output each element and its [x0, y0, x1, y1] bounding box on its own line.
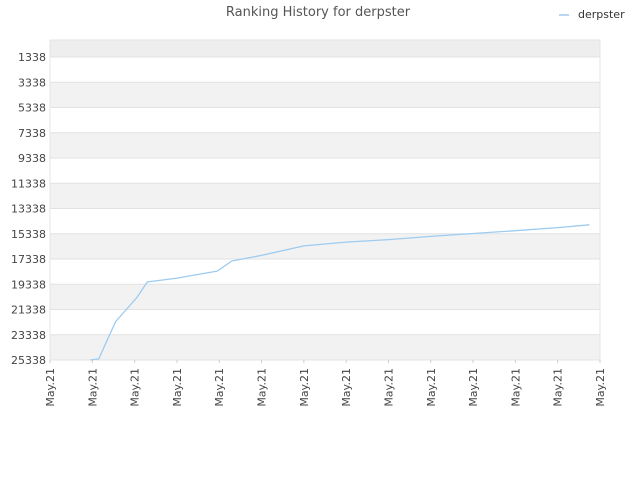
plot-band — [50, 183, 600, 209]
y-tick-label: 7338 — [18, 127, 46, 140]
y-tick-label: 1338 — [18, 51, 46, 64]
y-tick-label: 23338 — [11, 329, 46, 342]
plot-band — [50, 82, 600, 108]
x-tick-label: May.21 — [298, 368, 311, 407]
plot-frame — [49, 39, 601, 361]
plot-band — [50, 284, 600, 310]
x-tick-label: May.21 — [213, 368, 226, 407]
x-tick-label: May.21 — [382, 368, 395, 407]
plot-band — [50, 40, 600, 57]
x-tick-label: May.21 — [171, 368, 184, 407]
plot-band — [50, 309, 600, 335]
plot-band — [50, 208, 600, 234]
x-tick-label: May.21 — [467, 368, 480, 407]
y-tick-label: 21338 — [11, 304, 46, 317]
plot-band — [50, 158, 600, 184]
plot-band — [50, 57, 600, 83]
plot-band — [50, 107, 600, 133]
y-tick-label: 25338 — [11, 354, 46, 367]
plot-band — [50, 259, 600, 285]
x-tick-label: May.21 — [44, 368, 57, 407]
series-line-derpster — [90, 224, 590, 361]
x-tick-label: May.21 — [425, 368, 438, 407]
x-tick-label: May.21 — [594, 368, 607, 407]
x-tick-label: May.21 — [256, 368, 269, 407]
y-tick-label: 9338 — [18, 152, 46, 165]
y-tick-label: 3338 — [18, 76, 46, 89]
x-tick-label: May.21 — [129, 368, 142, 407]
y-tick-label: 15338 — [11, 228, 46, 241]
y-tick-label: 11338 — [11, 177, 46, 190]
chart-title: Ranking History for derpster — [226, 5, 411, 20]
x-tick-label: May.21 — [340, 368, 353, 407]
plot-band — [50, 233, 600, 259]
y-tick-label: 17338 — [11, 253, 46, 266]
y-tick-label: 13338 — [11, 203, 46, 216]
x-tick-label: May.21 — [86, 368, 99, 407]
legend-label-derpster: derpster — [578, 8, 625, 21]
plot-band — [50, 334, 600, 360]
y-tick-label: 5338 — [18, 102, 46, 115]
legend: derpster — [559, 8, 625, 21]
x-tick-label: May.21 — [552, 368, 565, 407]
y-tick-label: 19338 — [11, 278, 46, 291]
plot-band — [50, 132, 600, 158]
x-tick-label: May.21 — [509, 368, 522, 407]
